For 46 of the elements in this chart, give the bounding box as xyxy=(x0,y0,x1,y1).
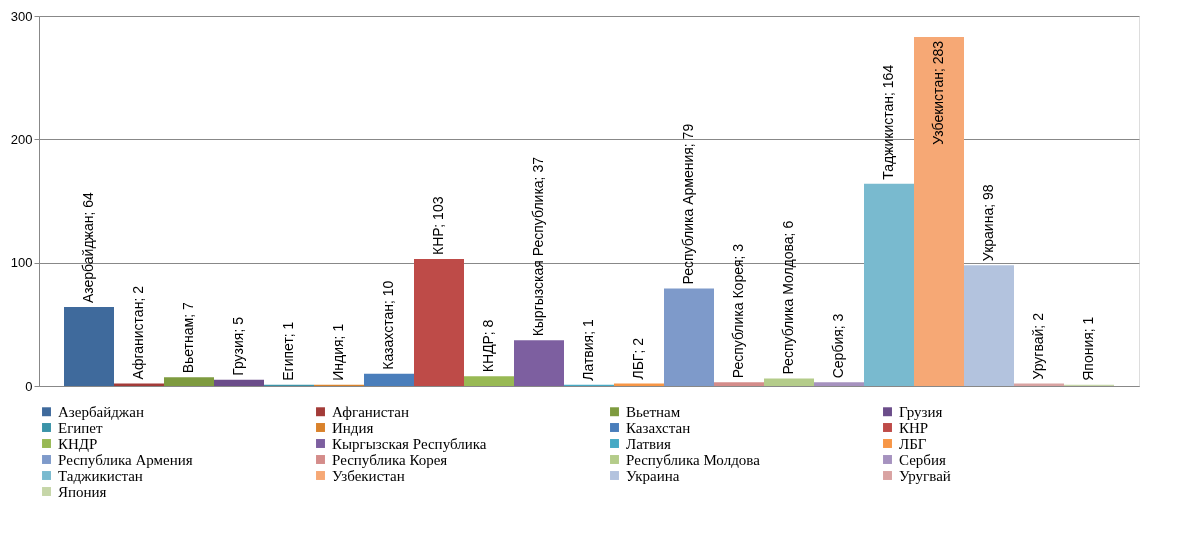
legend-label: Казахстан xyxy=(626,419,691,436)
text: Латвия; 1 xyxy=(580,319,596,381)
text: Вьетнам; 7 xyxy=(180,302,196,374)
legend-label: Азербайджан xyxy=(58,403,144,420)
text: Афганистан; 2 xyxy=(130,286,146,380)
text: Узбекистан; 283 xyxy=(930,40,946,145)
text: Индия; 1 xyxy=(330,323,346,381)
text: Республика Корея; 3 xyxy=(730,243,746,379)
legend-label: Грузия xyxy=(899,403,943,420)
y-tick-label: 0 xyxy=(25,378,33,394)
legend-label: Индия xyxy=(332,419,374,436)
text: Грузия; 5 xyxy=(230,317,246,376)
text: Азербайджан; 64 xyxy=(80,192,96,304)
legend-label: Республика Молдова xyxy=(626,451,761,468)
legend-label: Республика Армения xyxy=(58,451,193,468)
text: Таджикистан; 164 xyxy=(880,64,896,180)
legend-label: Кыргызская Республика xyxy=(332,435,487,452)
legend-label: Египет xyxy=(58,419,104,436)
legend-label: Таджикистан xyxy=(58,467,143,484)
y-tick-label: 300 xyxy=(10,8,33,24)
text: Украина; 98 xyxy=(980,184,996,262)
y-tick-label: 200 xyxy=(10,131,33,147)
legend-label: Украина xyxy=(626,467,680,484)
text: Республика Армения; 79 xyxy=(680,123,696,285)
legend-label: Узбекистан xyxy=(332,467,405,484)
text: ЛБГ; 2 xyxy=(630,338,646,380)
legend-label: Уругвай xyxy=(899,467,951,484)
text: Сербия; 3 xyxy=(830,313,846,379)
text: Египет; 1 xyxy=(280,321,296,381)
text: КНДР; 8 xyxy=(480,319,496,373)
legend-label: ЛБГ xyxy=(899,435,927,452)
legend-label: Вьетнам xyxy=(626,403,681,420)
legend-label: Латвия xyxy=(626,435,672,452)
text: Казахстан; 10 xyxy=(380,280,396,370)
legend-label: КНР xyxy=(899,419,929,436)
legend-label: Республика Корея xyxy=(332,451,448,468)
legend-label: КНДР xyxy=(58,435,98,452)
text: Республика Молдова; 6 xyxy=(780,220,796,375)
text: Уругвай; 2 xyxy=(1030,313,1046,380)
legend-label: Афганистан xyxy=(332,403,409,420)
legend-label: Сербия xyxy=(899,451,946,468)
y-tick-label: 100 xyxy=(10,255,33,271)
text: Япония; 1 xyxy=(1080,316,1096,381)
legend-label: Япония xyxy=(58,483,107,500)
text: КНР; 103 xyxy=(430,196,446,255)
text: Кыргызская Республика; 37 xyxy=(530,157,546,337)
